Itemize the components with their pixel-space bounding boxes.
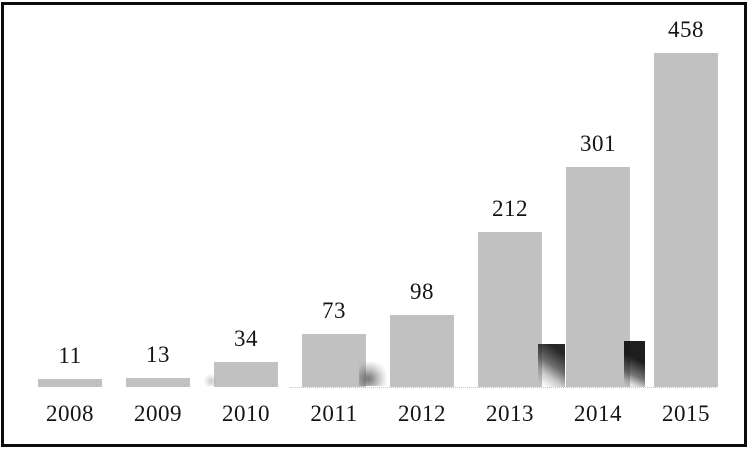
bar-value-label: 98 xyxy=(410,278,434,304)
bar-value-label: 11 xyxy=(58,342,82,368)
bar-value-label: 212 xyxy=(492,195,528,221)
bar-2013 xyxy=(478,232,542,387)
x-tick-2010: 2010 xyxy=(222,401,270,426)
bar-2014 xyxy=(566,167,630,387)
x-tick-2012: 2012 xyxy=(398,401,446,426)
bar-value-label: 34 xyxy=(234,325,258,351)
bar-2011 xyxy=(302,334,366,387)
bar-group-2009: 13 xyxy=(114,0,202,387)
bar-value-label: 301 xyxy=(580,130,616,156)
bar-2008 xyxy=(38,379,102,387)
bar-group-2014: 301 xyxy=(554,0,642,387)
bar-2009 xyxy=(126,378,190,387)
bar-group-2008: 11 xyxy=(26,0,114,387)
x-tick-2015: 2015 xyxy=(662,401,710,426)
bar-group-2015: 458 xyxy=(642,0,730,387)
x-tick-2009: 2009 xyxy=(134,401,182,426)
plot-area: 11 13 34 73 98 212 301 458 xyxy=(26,0,730,387)
bar-value-label: 13 xyxy=(146,341,170,367)
x-tick-2011: 2011 xyxy=(310,401,358,426)
bar-group-2013: 212 xyxy=(466,0,554,387)
x-tick-2008: 2008 xyxy=(46,401,94,426)
dotted-baseline xyxy=(290,387,716,388)
bar-value-label: 73 xyxy=(322,297,346,323)
bar-group-2010: 34 xyxy=(202,0,290,387)
x-tick-2013: 2013 xyxy=(486,401,534,426)
bar-group-2011: 73 xyxy=(290,0,378,387)
x-tick-2014: 2014 xyxy=(574,401,622,426)
bar-2010 xyxy=(214,362,278,387)
bar-value-label: 458 xyxy=(668,16,704,42)
bar-group-2012: 98 xyxy=(378,0,466,387)
x-axis-labels: 2008 2009 2010 2011 2012 2013 2014 2015 xyxy=(26,401,730,426)
bar-2015 xyxy=(654,53,718,387)
bar-2012 xyxy=(390,315,454,387)
